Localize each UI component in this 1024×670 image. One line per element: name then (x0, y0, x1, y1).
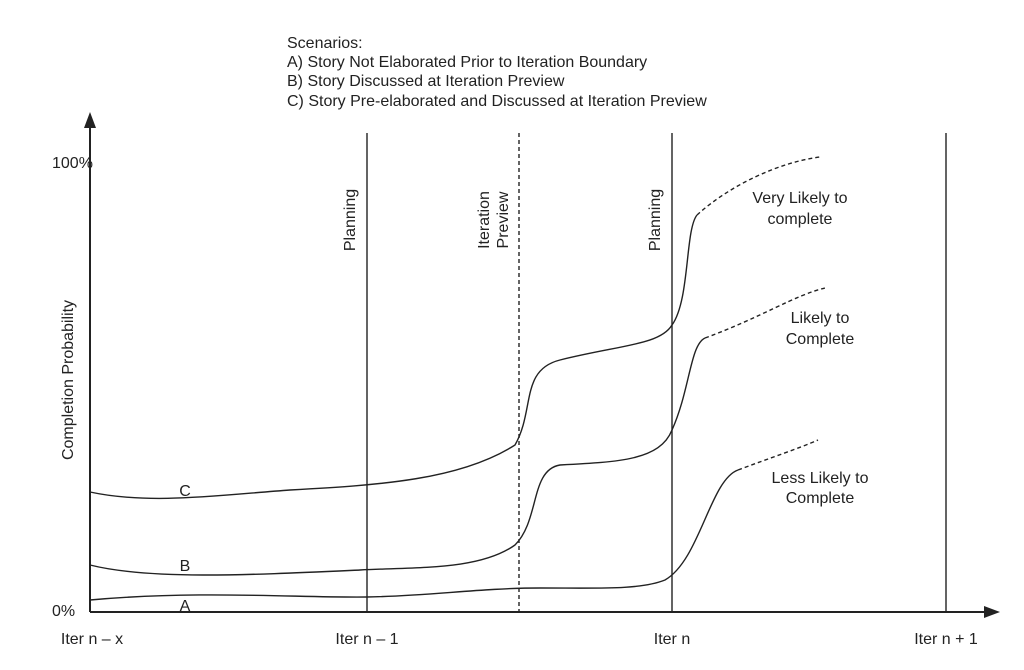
outcome-label: Complete (786, 331, 855, 348)
marker-label: Planning (342, 189, 359, 251)
y-axis-title: Completion Probability (60, 300, 77, 460)
curve-b-projection (704, 287, 826, 339)
curve-a-projection (737, 439, 819, 471)
outcome-label: Likely to (791, 310, 850, 327)
arrow (984, 606, 1000, 618)
y-label: 100% (52, 155, 93, 172)
curve-label: A (180, 598, 191, 615)
x-label: Iter n (654, 631, 690, 648)
curve-b (89, 337, 706, 576)
curve-c (89, 214, 698, 500)
outcome-label: Complete (786, 490, 855, 507)
curve-label: B (180, 558, 191, 575)
marker-label: Planning (647, 189, 664, 251)
scenario: C) Story Pre-elaborated and Discussed at… (287, 93, 707, 110)
arrow (84, 112, 96, 128)
curve-c-projection (696, 156, 821, 216)
marker-label: Preview (495, 191, 512, 248)
scenarios-title: Scenarios: (287, 35, 363, 52)
scenario: A) Story Not Elaborated Prior to Iterati… (287, 54, 647, 71)
curve-a (89, 469, 739, 601)
marker-label: Iteration (476, 191, 493, 249)
x-label: Iter n – x (61, 631, 123, 648)
outcome-label: complete (768, 211, 833, 228)
outcome-label: Very Likely to (752, 190, 847, 207)
x-label: Iter n – 1 (335, 631, 398, 648)
y-label: 0% (52, 603, 75, 620)
scenario: B) Story Discussed at Iteration Preview (287, 73, 565, 90)
x-label: Iter n + 1 (914, 631, 978, 648)
curve-label: C (179, 483, 191, 500)
outcome-label: Less Likely to (772, 470, 869, 487)
